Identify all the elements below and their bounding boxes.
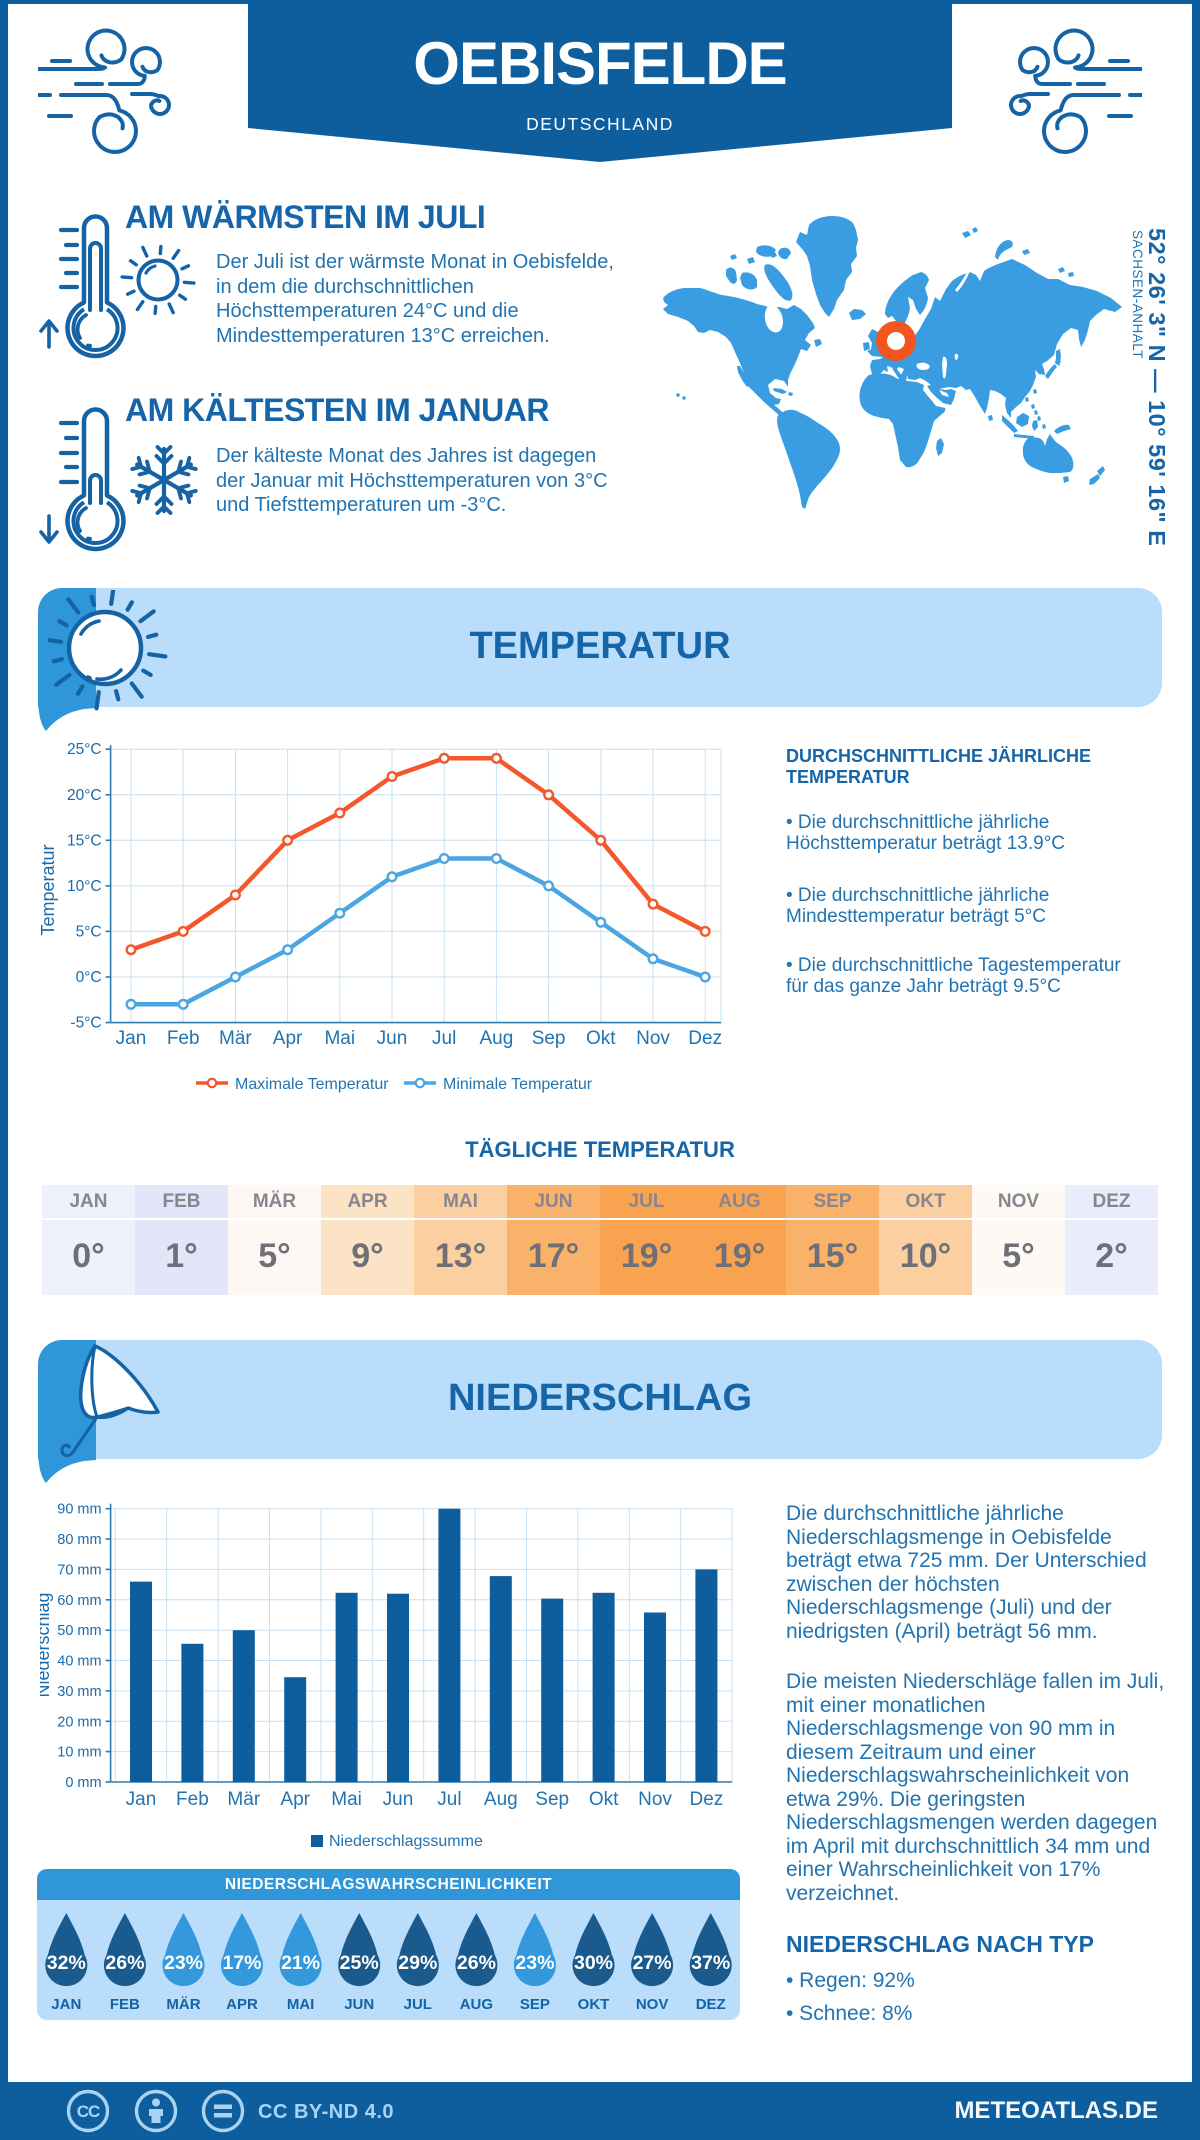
svg-text:Jan: Jan (126, 1789, 157, 1810)
svg-text:JAN: JAN (51, 1996, 81, 2013)
svg-text:25°C: 25°C (67, 741, 102, 758)
svg-text:21%: 21% (281, 1952, 320, 1974)
svg-text:Jul: Jul (432, 1028, 456, 1049)
svg-text:90 mm: 90 mm (57, 1502, 101, 1518)
svg-text:30%: 30% (574, 1952, 613, 1974)
svg-text:MÄR: MÄR (166, 1996, 200, 2013)
svg-text:-5°C: -5°C (70, 1015, 101, 1032)
svg-text:AUG: AUG (460, 1996, 493, 2013)
svg-text:Okt: Okt (586, 1028, 616, 1049)
svg-text:JUL: JUL (404, 1996, 432, 2013)
svg-text:Jun: Jun (383, 1789, 414, 1810)
svg-text:CC: CC (77, 2102, 100, 2121)
svg-text:Aug: Aug (484, 1789, 518, 1810)
svg-text:20°C: 20°C (67, 787, 102, 804)
svg-text:5°C: 5°C (76, 923, 102, 940)
svg-text:Nov: Nov (636, 1028, 670, 1049)
svg-text:26%: 26% (105, 1952, 144, 1974)
svg-text:MAI: MAI (287, 1996, 315, 2013)
svg-text:SEP: SEP (520, 1996, 550, 2013)
svg-text:OKT: OKT (578, 1996, 610, 2013)
svg-text:FEB: FEB (110, 1996, 140, 2013)
svg-text:Mär: Mär (227, 1789, 260, 1810)
svg-text:80 mm: 80 mm (57, 1532, 101, 1548)
svg-text:Apr: Apr (273, 1028, 303, 1049)
svg-text:Nov: Nov (638, 1789, 672, 1810)
svg-text:Dez: Dez (688, 1028, 722, 1049)
svg-text:Mär: Mär (219, 1028, 252, 1049)
svg-text:Maximale Temperatur: Maximale Temperatur (235, 1076, 389, 1093)
svg-text:26%: 26% (457, 1952, 496, 1974)
svg-text:Temperatur: Temperatur (40, 844, 58, 935)
svg-text:DEZ: DEZ (696, 1996, 726, 2013)
svg-text:Jan: Jan (116, 1028, 147, 1049)
svg-text:Mai: Mai (324, 1028, 355, 1049)
svg-text:JUN: JUN (344, 1996, 374, 2013)
svg-text:37%: 37% (691, 1952, 730, 1974)
svg-text:40 mm: 40 mm (57, 1654, 101, 1670)
svg-text:27%: 27% (633, 1952, 672, 1974)
svg-text:29%: 29% (398, 1952, 437, 1974)
svg-text:32%: 32% (47, 1952, 86, 1974)
svg-text:10°C: 10°C (67, 878, 102, 895)
svg-text:Okt: Okt (589, 1789, 619, 1810)
svg-text:Mai: Mai (331, 1789, 362, 1810)
svg-text:10 mm: 10 mm (57, 1745, 101, 1761)
svg-text:60 mm: 60 mm (57, 1593, 101, 1609)
svg-text:Feb: Feb (176, 1789, 209, 1810)
svg-text:0 mm: 0 mm (65, 1775, 101, 1791)
svg-text:Sep: Sep (532, 1028, 566, 1049)
svg-text:Feb: Feb (167, 1028, 200, 1049)
svg-text:Aug: Aug (479, 1028, 513, 1049)
svg-text:17%: 17% (222, 1952, 261, 1974)
svg-text:Niederschlagssumme: Niederschlagssumme (329, 1833, 483, 1850)
svg-text:Niederschlag: Niederschlag (40, 1592, 53, 1697)
svg-text:23%: 23% (515, 1952, 554, 1974)
svg-text:Minimale Temperatur: Minimale Temperatur (443, 1076, 593, 1093)
svg-text:70 mm: 70 mm (57, 1562, 101, 1578)
svg-text:APR: APR (226, 1996, 258, 2013)
svg-text:23%: 23% (164, 1952, 203, 1974)
svg-text:Apr: Apr (280, 1789, 310, 1810)
svg-text:0°C: 0°C (76, 969, 102, 986)
svg-text:Dez: Dez (690, 1789, 724, 1810)
svg-text:15°C: 15°C (67, 832, 102, 849)
svg-text:Jun: Jun (377, 1028, 408, 1049)
svg-text:NOV: NOV (636, 1996, 669, 2013)
svg-text:Sep: Sep (535, 1789, 569, 1810)
svg-text:30 mm: 30 mm (57, 1684, 101, 1700)
svg-text:20 mm: 20 mm (57, 1714, 101, 1730)
svg-text:25%: 25% (340, 1952, 379, 1974)
svg-text:50 mm: 50 mm (57, 1623, 101, 1639)
svg-text:Jul: Jul (437, 1789, 461, 1810)
